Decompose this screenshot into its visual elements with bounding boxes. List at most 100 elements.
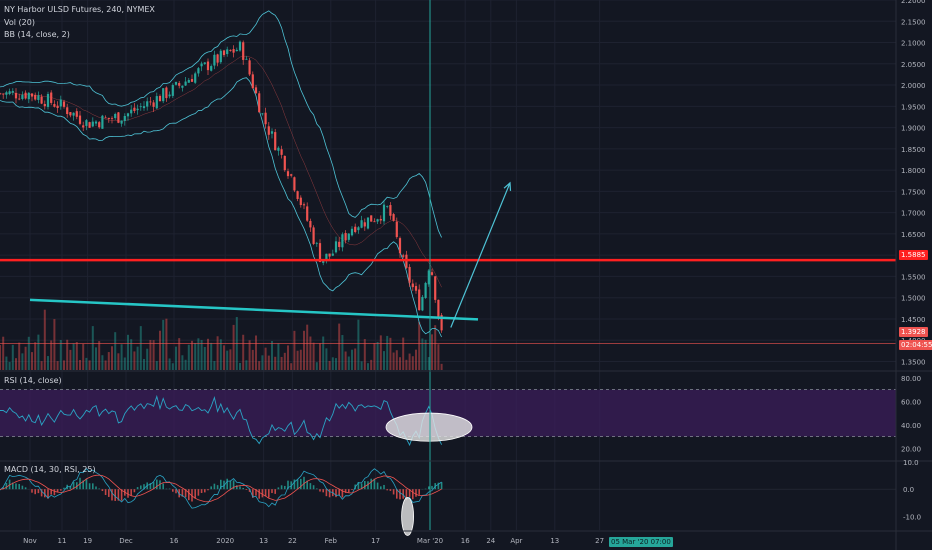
volume-bar	[82, 343, 85, 370]
macd-hist-bar	[101, 489, 104, 492]
macd-hist-bar	[437, 482, 440, 490]
bb-legend: BB (14, close, 2)	[4, 30, 70, 39]
time-tick: 2020	[216, 537, 234, 545]
candle-body	[181, 85, 184, 88]
rsi-highlight-ellipse[interactable]	[385, 412, 473, 442]
macd-hist-bar	[117, 489, 120, 501]
candle-body	[421, 296, 424, 311]
macd-hist-bar	[92, 483, 94, 490]
macd-hist-bar	[284, 485, 286, 490]
macd-hist-bar	[236, 485, 238, 490]
time-tick: 11	[58, 537, 67, 545]
volume-bar	[360, 361, 363, 370]
volume-bar	[299, 349, 302, 370]
volume-bar	[146, 348, 149, 370]
time-tick: 24	[486, 537, 495, 545]
volume-bar	[370, 359, 373, 370]
candle-body	[69, 112, 72, 116]
macd-hist-bar	[181, 489, 184, 497]
candle-body	[389, 205, 392, 216]
candle-body	[382, 204, 386, 222]
candle-body	[350, 228, 354, 236]
macd-hist-bar	[370, 478, 372, 490]
macd-hist-bar	[5, 482, 8, 490]
candle-body	[398, 238, 402, 254]
candle-body	[50, 92, 53, 103]
macd-hist-bar	[309, 483, 312, 490]
macd-hist-bar	[373, 478, 376, 490]
volume-bar	[98, 341, 101, 370]
volume-bar	[187, 344, 190, 370]
candle-body	[238, 41, 242, 51]
volume-bar	[258, 361, 261, 370]
macd-hist-bar	[24, 487, 27, 490]
candle-body	[408, 266, 411, 283]
macd-highlight-ellipse[interactable]	[401, 496, 415, 536]
candle-body	[133, 107, 136, 111]
macd-hist-bar	[229, 480, 232, 490]
macd-hist-bar	[255, 489, 257, 496]
volume-bar	[101, 355, 104, 370]
trendline[interactable]	[29, 298, 479, 321]
candle-body	[126, 113, 130, 117]
volume-bar	[242, 334, 245, 370]
macd-hist-bar	[380, 486, 382, 490]
candle-body	[414, 286, 418, 291]
macd-hist-bar	[18, 483, 20, 490]
macd-tick: 0.0	[903, 486, 914, 494]
macd-hist-bar	[357, 481, 360, 490]
macd-hist-bar	[120, 489, 123, 501]
rsi-axis[interactable]: 80.00 60.00 40.00 20.00	[901, 375, 921, 453]
volume-bar	[24, 346, 27, 370]
candle-body	[318, 243, 322, 262]
volume-bar	[203, 347, 206, 370]
candle-body	[283, 155, 286, 171]
macd-hist-bar	[143, 484, 145, 490]
macd-hist-bar	[405, 489, 408, 501]
candle-body	[392, 214, 395, 221]
candle-body	[302, 204, 306, 206]
macd-hist-bar	[328, 489, 331, 498]
time-tick: Nov	[23, 537, 37, 545]
volume-bar	[315, 362, 318, 370]
candle-body	[437, 299, 440, 318]
candle-body	[328, 253, 331, 257]
volume-bar	[66, 339, 69, 370]
volume-bar	[331, 357, 334, 370]
macd-hist-bar	[47, 489, 49, 499]
volume-bar	[271, 340, 273, 370]
bb-lower	[0, 77, 442, 338]
macd-hist-bar	[274, 489, 276, 494]
candle-body	[130, 109, 133, 114]
volume-bar	[133, 351, 136, 370]
macd-hist-bar	[34, 489, 36, 495]
candle-body	[142, 106, 146, 109]
time-axis[interactable]: Nov 11 19 Dec 16 2020 13 22 Feb 17 Mar '20 16 24 Apr 1…	[23, 537, 604, 545]
candle-body	[286, 171, 290, 177]
volume-bar	[95, 347, 97, 370]
candle-body	[242, 42, 245, 60]
projection-arrow[interactable]	[450, 182, 511, 328]
candle-body	[66, 107, 69, 115]
candle-body	[85, 120, 88, 126]
candle-body	[203, 62, 206, 64]
macd-hist-bar	[210, 486, 212, 490]
candle-body	[24, 92, 27, 99]
time-tick: 16	[461, 537, 470, 545]
volume-bar	[152, 340, 155, 370]
candle-body	[254, 87, 258, 94]
macd-hist-bar	[152, 482, 155, 490]
macd-hist-bar	[418, 489, 420, 495]
macd-hist-bar	[204, 489, 206, 493]
macd-hist-bar	[31, 489, 33, 493]
macd-hist-bar	[207, 489, 209, 491]
candle-body	[290, 174, 293, 176]
candle-body	[219, 50, 222, 63]
macd-axis[interactable]: 10.0 0.0 -10.0	[903, 459, 921, 521]
candle-body	[226, 49, 229, 55]
macd-hist-bar	[50, 489, 52, 495]
price-axis[interactable]: 2.2000 2.1500 2.1000 2.0500 2.0000 1.9500 1.90…	[901, 0, 926, 366]
candle-body	[427, 270, 430, 285]
candle-body	[370, 215, 373, 222]
